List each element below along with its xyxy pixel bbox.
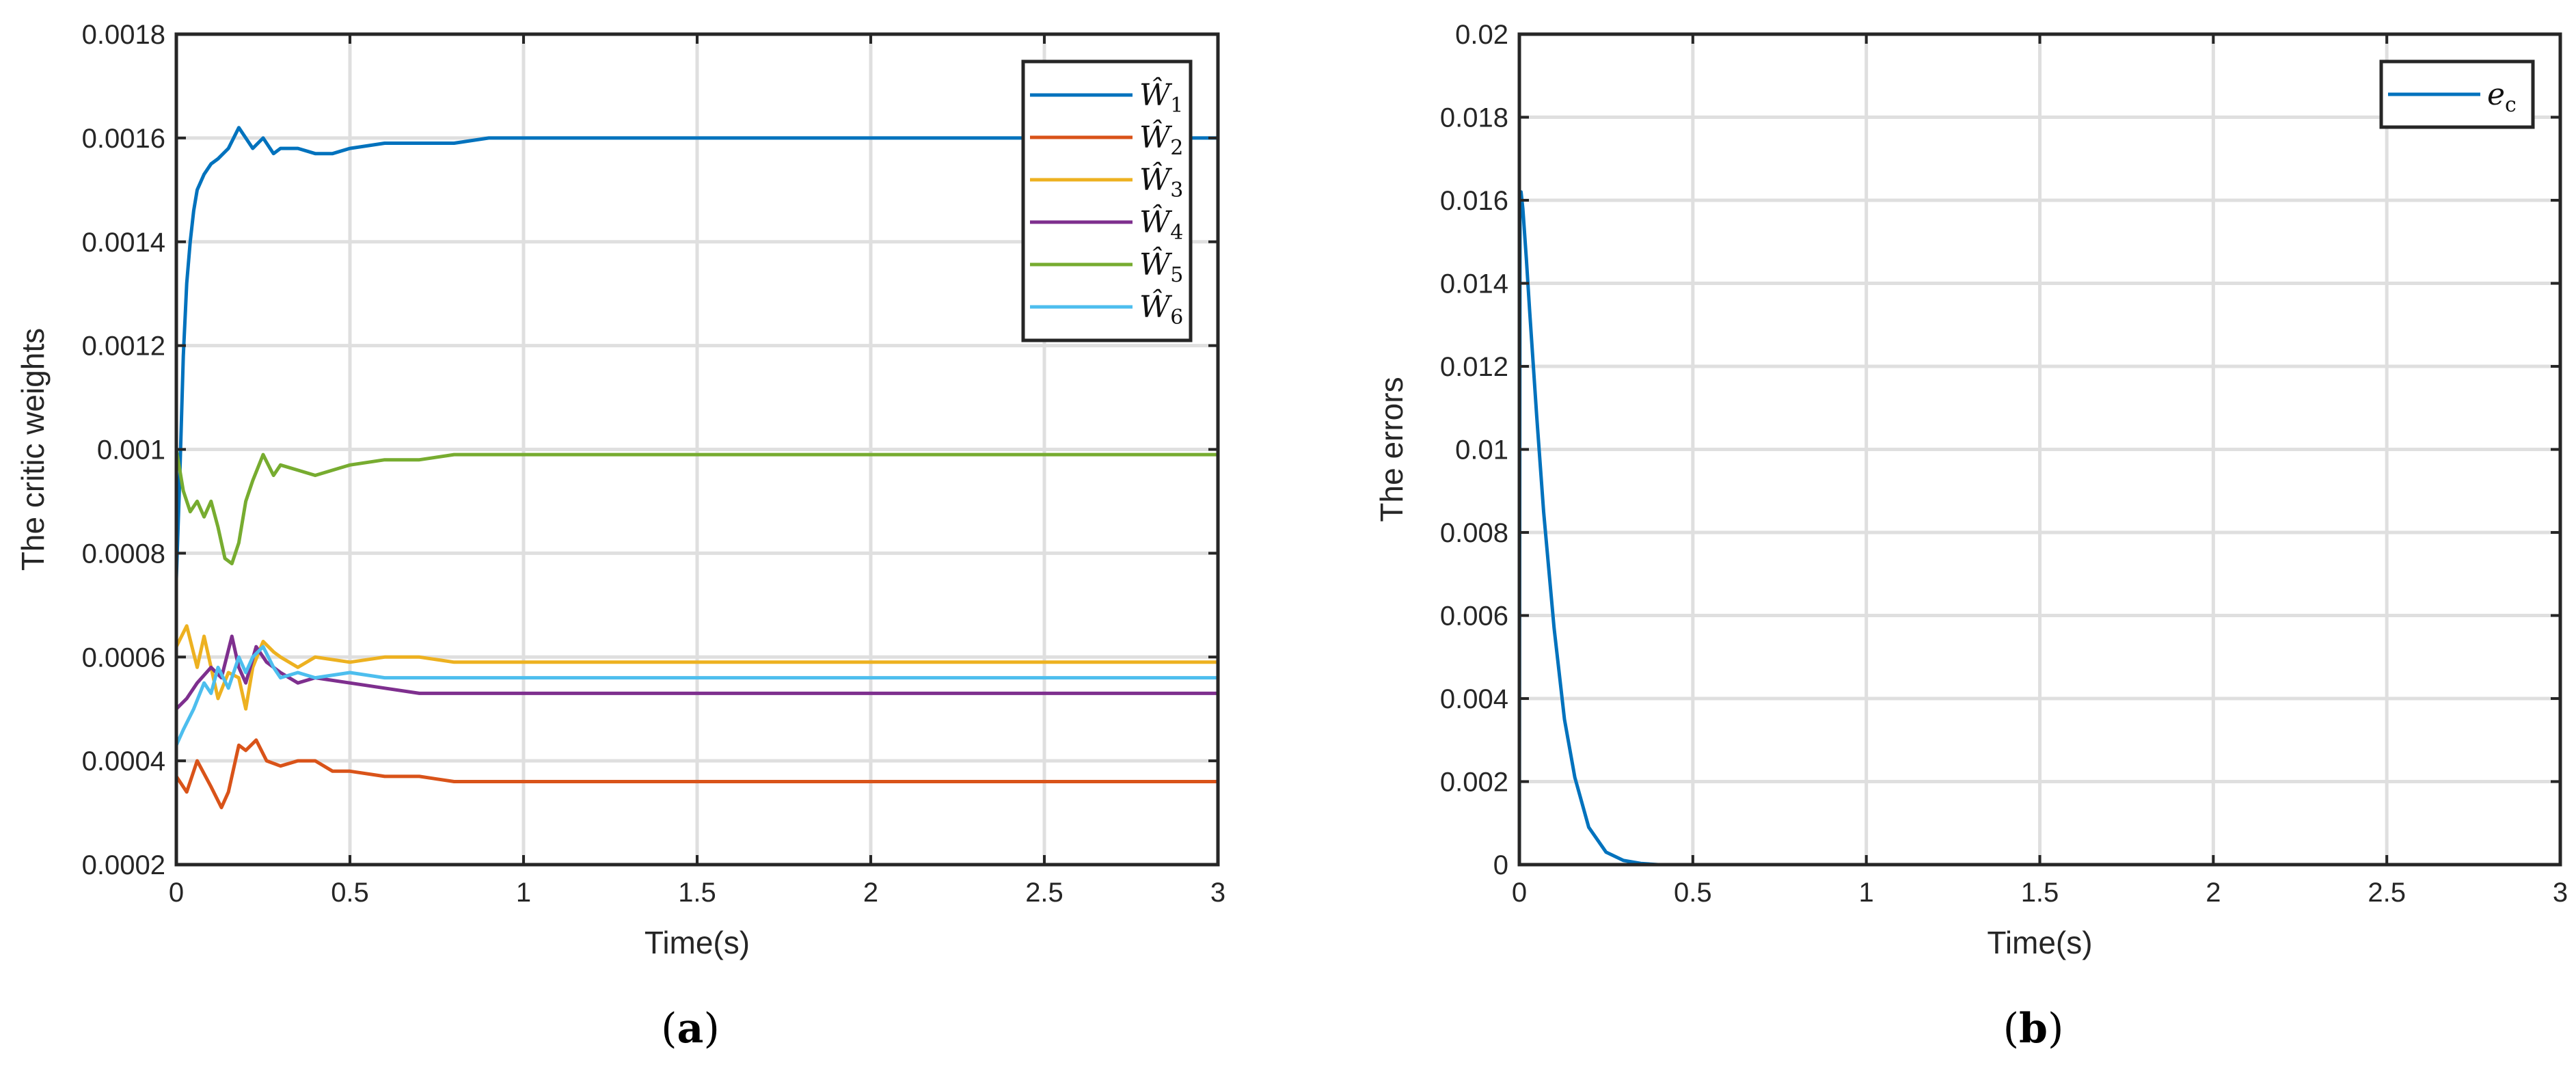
y-tick-label: 0.01: [1455, 435, 1508, 465]
legend-entry-subscript: 5: [1170, 263, 1183, 287]
legend-box: [1021, 59, 1193, 342]
x-axis-label: Time(s): [645, 925, 750, 960]
legend-entry-name: Ŵ: [1139, 288, 1173, 325]
y-axis-label: The errors: [1374, 377, 1409, 522]
x-tick-label: 0: [169, 878, 184, 908]
x-tick-label: 3: [1210, 878, 1225, 908]
y-tick-label: 0.0018: [82, 20, 165, 50]
legend-entry: Ŵ6: [1139, 288, 1183, 329]
series-line-3: [174, 624, 1220, 711]
panel-b: 0 0.5 1 1.5 2 2.5 3 0 0.002 0.004 0.006 0.008 0.01 0.…: [1374, 20, 2568, 1053]
legend-entry-subscript: c: [2505, 93, 2517, 117]
x-tick-label: 2: [2206, 878, 2221, 908]
caption-letter: b: [2019, 1005, 2048, 1053]
legend-entry-subscript: 4: [1170, 221, 1183, 245]
y-tick-label: 0.0006: [82, 642, 165, 673]
legend-entry: Ŵ1: [1139, 77, 1183, 118]
x-tick-label: 0.5: [331, 878, 369, 908]
panel-a: 0 0.5 1 1.5 2 2.5 3 0.0002 0.0004 0.0006 0.0008 0.0…: [15, 20, 1225, 1053]
caption-paren-close: ): [2048, 1005, 2063, 1053]
y-tick-label: 0.012: [1440, 352, 1508, 382]
x-tick-label: 0.5: [1674, 878, 1712, 908]
legend-entry: Ŵ4: [1139, 204, 1183, 245]
panel-caption: (b): [2003, 1005, 2064, 1053]
y-tick-label: 0.0002: [82, 850, 165, 880]
axis-ticks: 0 0.5 1 1.5 2 2.5 3 0.0002 0.0004 0.0006 0.0008 0.0…: [82, 20, 1225, 908]
y-tick-label: 0.008: [1440, 518, 1508, 548]
caption-letter: a: [677, 1005, 704, 1053]
y-tick-label: 0.02: [1455, 20, 1508, 50]
series-lines: [174, 126, 1220, 809]
legend-entry-name: Ŵ: [1139, 246, 1173, 282]
legend-entry: Ŵ2: [1139, 119, 1183, 160]
caption-paren-open: (: [2003, 1005, 2019, 1053]
y-tick-label: 0.0008: [82, 539, 165, 569]
x-tick-label: 2.5: [2368, 878, 2406, 908]
x-tick-label: 2.5: [1025, 878, 1063, 908]
legend: ec: [2379, 59, 2535, 129]
y-tick-label: 0.0014: [82, 228, 165, 258]
legend-entry-subscript: 3: [1170, 178, 1183, 202]
series-line-6: [174, 645, 1220, 747]
legend-entry-name: Ŵ: [1139, 204, 1173, 240]
y-tick-label: 0.002: [1440, 768, 1508, 798]
x-axis-label: Time(s): [1987, 925, 2092, 960]
y-tick-label: 0.004: [1440, 684, 1508, 714]
legend-entry-name: Ŵ: [1139, 77, 1173, 113]
y-tick-label: 0.0004: [82, 746, 165, 776]
legend-entry-name: e: [2487, 77, 2505, 112]
series-line-1: [174, 126, 1220, 581]
y-tick-label: 0.0016: [82, 124, 165, 154]
x-tick-label: 1.5: [2021, 878, 2059, 908]
y-tick-label: 0.0012: [82, 331, 165, 362]
y-tick-label: 0.006: [1440, 601, 1508, 632]
legend-entry-subscript: 6: [1170, 306, 1183, 329]
legend-entry-name: Ŵ: [1139, 161, 1173, 198]
legend-entry-subscript: 1: [1170, 94, 1183, 118]
x-tick-label: 1.5: [678, 878, 716, 908]
x-tick-label: 1: [516, 878, 531, 908]
grid: [1519, 34, 2560, 865]
panel-caption: (a): [661, 1005, 720, 1053]
y-tick-label: 0.018: [1440, 103, 1508, 133]
axis-ticks: 0 0.5 1 1.5 2 2.5 3 0 0.002 0.004 0.006 0.008 0.01 0.…: [1440, 20, 2568, 908]
y-tick-label: 0.001: [97, 435, 165, 465]
legend-entry-name: Ŵ: [1139, 119, 1173, 155]
legend-entry-subscript: 2: [1170, 136, 1183, 160]
x-tick-label: 0: [1512, 878, 1527, 908]
y-tick-label: 0: [1493, 850, 1508, 880]
x-tick-label: 2: [863, 878, 878, 908]
x-tick-label: 3: [2553, 878, 2568, 908]
y-tick-label: 0.016: [1440, 186, 1508, 216]
y-axis-label: The critic weights: [15, 328, 51, 571]
legend-entry: Ŵ3: [1139, 161, 1183, 202]
caption-paren-open: (: [661, 1005, 677, 1053]
x-tick-label: 1: [1859, 878, 1874, 908]
caption-paren-close: ): [703, 1005, 719, 1053]
legend-entry: ec: [2487, 77, 2517, 117]
series-line-5: [174, 448, 1220, 566]
y-tick-label: 0.014: [1440, 269, 1508, 299]
legend-entry: Ŵ5: [1139, 246, 1183, 287]
series-line-2: [174, 738, 1220, 809]
